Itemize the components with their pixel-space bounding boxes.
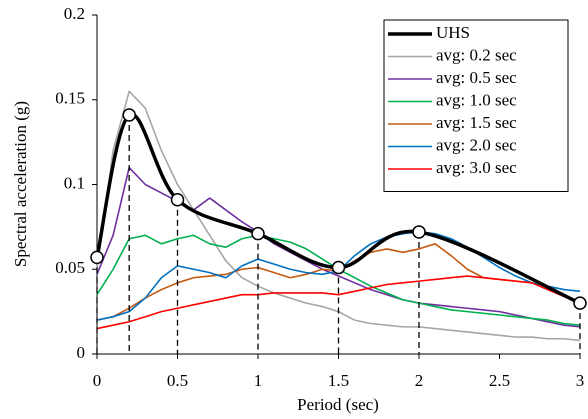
x-tick-label: 3: [576, 371, 585, 390]
legend-label: avg: 3.0 sec: [436, 158, 517, 177]
y-axis-label: Spectral acceleration (g): [11, 101, 30, 267]
x-tick-label: 2.5: [489, 371, 510, 390]
x-tick-label: 0: [93, 371, 102, 390]
y-tick-label: 0: [77, 343, 86, 362]
marker: [90, 250, 104, 265]
legend-label: UHS: [436, 23, 470, 42]
y-tick-label: 0.05: [55, 258, 85, 277]
x-axis-label: Period (sec): [297, 395, 379, 414]
legend-label: avg: 0.5 sec: [436, 68, 517, 87]
legend-label: avg: 1.5 sec: [436, 113, 517, 132]
y-tick-label: 0.2: [64, 4, 85, 23]
x-tick-label: 1: [254, 371, 263, 390]
y-tick-label: 0.15: [55, 89, 85, 108]
marker: [331, 260, 346, 275]
x-tick-label: 0.5: [167, 371, 188, 390]
legend-label: avg: 0.2 sec: [436, 45, 517, 64]
marker: [170, 193, 185, 207]
marker: [573, 296, 587, 310]
x-tick-label: 2: [415, 371, 424, 390]
legend-box: [383, 19, 569, 192]
series-line: [96, 275, 581, 330]
y-tick-label: 0.1: [64, 173, 85, 192]
marker: [122, 108, 136, 122]
marker: [412, 225, 426, 239]
legend-label: avg: 2.0 sec: [436, 135, 517, 154]
marker: [251, 226, 265, 241]
legend-label: avg: 1.0 sec: [436, 90, 517, 109]
x-tick-label: 1.5: [328, 371, 349, 390]
